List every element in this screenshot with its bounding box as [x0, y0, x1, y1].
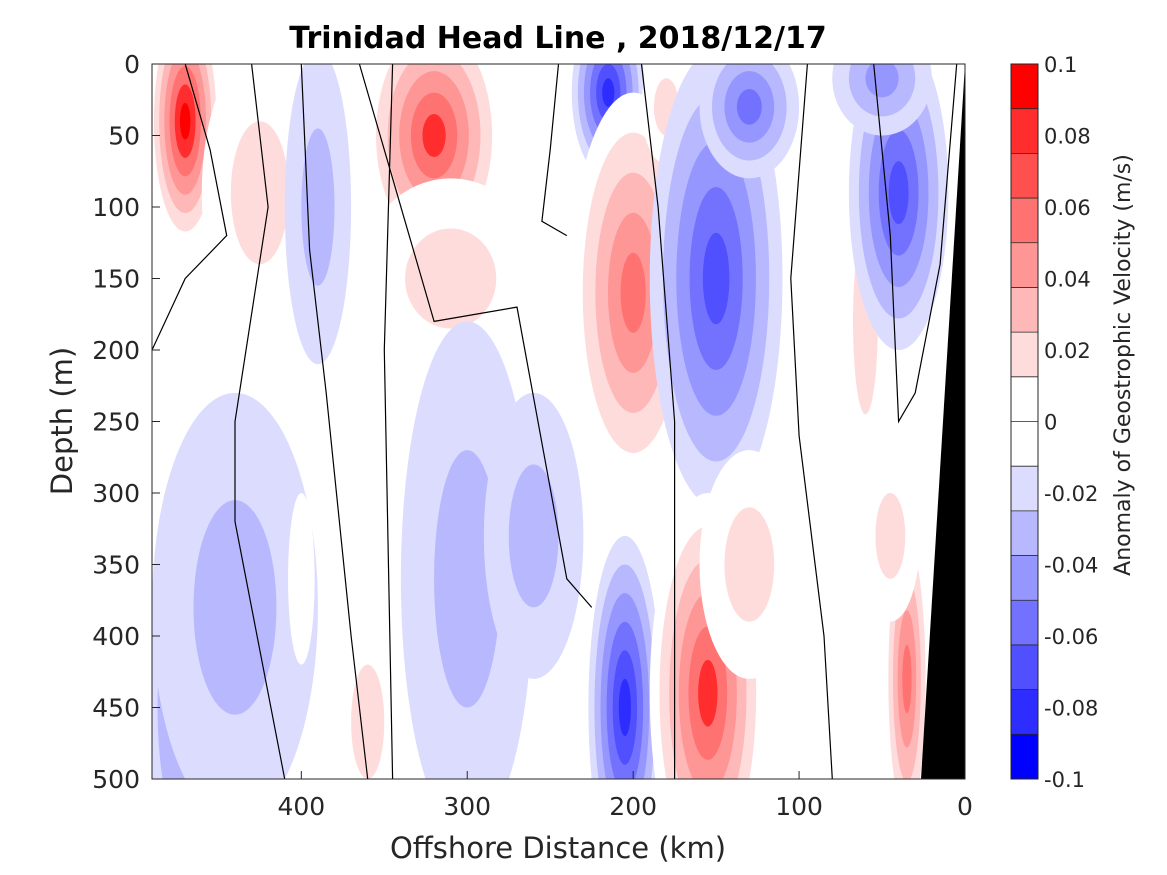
x-tick-label: 400 — [277, 792, 325, 821]
y-tick-label: 450 — [92, 694, 140, 723]
colorbar-tick-label: 0.02 — [1044, 339, 1091, 363]
colorbar-segment — [1011, 510, 1038, 557]
velocity-contour-level — [618, 678, 631, 737]
colorbar-tick-label: -0.06 — [1044, 625, 1098, 649]
colorbar-tick-label: 0.06 — [1044, 196, 1091, 220]
y-axis-label: Depth (m) — [45, 347, 79, 495]
zero-contour-line — [234, 64, 286, 779]
y-tick-label: 500 — [92, 765, 140, 794]
colorbar-tick-label: -0.08 — [1044, 697, 1098, 721]
velocity-field — [152, 64, 949, 779]
velocity-contour-level — [702, 232, 730, 325]
colorbar-segment — [1011, 421, 1038, 467]
velocity-contour-level — [230, 121, 289, 265]
x-tick-label: 0 — [957, 792, 973, 821]
velocity-contour-level — [422, 114, 446, 157]
velocity-contour-level — [724, 507, 775, 622]
velocity-contour-level — [736, 89, 762, 125]
x-tick-label: 200 — [609, 792, 657, 821]
colorbar-tick-label: 0.1 — [1044, 53, 1077, 77]
colorbar-segment — [1011, 242, 1038, 288]
velocity-contour-level — [434, 450, 501, 708]
y-tick-label: 300 — [92, 479, 140, 508]
x-tick-label: 100 — [775, 792, 823, 821]
zero-contour-line — [790, 64, 833, 779]
colorbar-segment — [1011, 376, 1038, 422]
y-tick-label: 400 — [92, 622, 140, 651]
zero-contour-line — [152, 64, 228, 351]
colorbar-segment — [1011, 153, 1038, 199]
colorbar-frame — [1010, 63, 1039, 780]
zero-contour-line — [873, 64, 958, 424]
y-tick-label: 50 — [108, 122, 140, 151]
seafloor-mask — [921, 64, 965, 779]
colorbar-tick-label: 0.04 — [1044, 268, 1091, 292]
velocity-contour-level — [351, 664, 385, 779]
zero-contour-line — [300, 64, 369, 779]
colorbar-segment — [1011, 600, 1038, 646]
colorbar-tick-label: -0.02 — [1044, 482, 1098, 506]
colorbar-segment — [1011, 287, 1038, 333]
colorbar-segment — [1011, 689, 1038, 735]
colorbar-segment — [1011, 466, 1038, 512]
colorbar-segment — [1011, 198, 1038, 244]
y-tick-label: 150 — [92, 265, 140, 294]
velocity-contour-level — [301, 128, 335, 286]
velocity-contour-level — [888, 161, 909, 225]
velocity-contour-level — [620, 252, 646, 333]
velocity-contour-level — [902, 644, 912, 714]
y-tick-label: 0 — [124, 50, 140, 79]
velocity-contour-level — [865, 64, 899, 98]
zero-contour-line — [383, 64, 394, 779]
chart-title: Trinidad Head Line , 2018/12/17 — [289, 21, 826, 56]
y-tick-label: 350 — [92, 551, 140, 580]
colorbar-segment — [1011, 332, 1038, 378]
velocity-contour-level — [698, 659, 718, 727]
velocity-contour-level — [405, 228, 497, 329]
y-tick-label: 200 — [92, 336, 140, 365]
colorbar — [1010, 63, 1039, 780]
colorbar-segment — [1011, 644, 1038, 691]
colorbar-label: Anomaly of Geostrophic Velocity (m/s) — [1111, 154, 1136, 576]
colorbar-segment — [1011, 64, 1038, 110]
y-tick-label: 100 — [92, 193, 140, 222]
velocity-contour-level — [193, 500, 277, 715]
colorbar-tick-label: -0.1 — [1044, 768, 1085, 792]
zero-contour-line — [640, 64, 676, 779]
zero-contour-line — [541, 64, 568, 237]
velocity-contour-level — [602, 78, 615, 107]
colorbar-tick-label: 0.08 — [1044, 125, 1091, 149]
x-axis-ticks: 400 300 200 100 0 — [277, 771, 973, 821]
colorbar-ticks: 0.1 0.08 0.06 0.04 0.02 0 -0.02 -0.04 -0.06 -0.08… — [1044, 53, 1098, 792]
x-axis-label: Offshore Distance (km) — [390, 831, 726, 865]
y-tick-label: 250 — [92, 408, 140, 437]
colorbar-tick-label: -0.04 — [1044, 554, 1098, 578]
zero-contours — [152, 64, 958, 779]
velocity-contour-level — [508, 464, 559, 608]
velocity-contour-level — [288, 493, 315, 665]
x-tick-label: 300 — [443, 792, 491, 821]
colorbar-segment — [1011, 734, 1038, 780]
zero-contour-line — [358, 64, 593, 608]
velocity-contour-level — [875, 493, 906, 579]
velocity-contour-level — [179, 102, 191, 140]
y-axis-ticks: 0 50 100 150 200 250 300 350 400 450 500 — [92, 50, 160, 794]
colorbar-segment — [1011, 555, 1038, 601]
colorbar-tick-label: 0 — [1044, 411, 1057, 435]
colorbar-segment — [1011, 108, 1038, 154]
